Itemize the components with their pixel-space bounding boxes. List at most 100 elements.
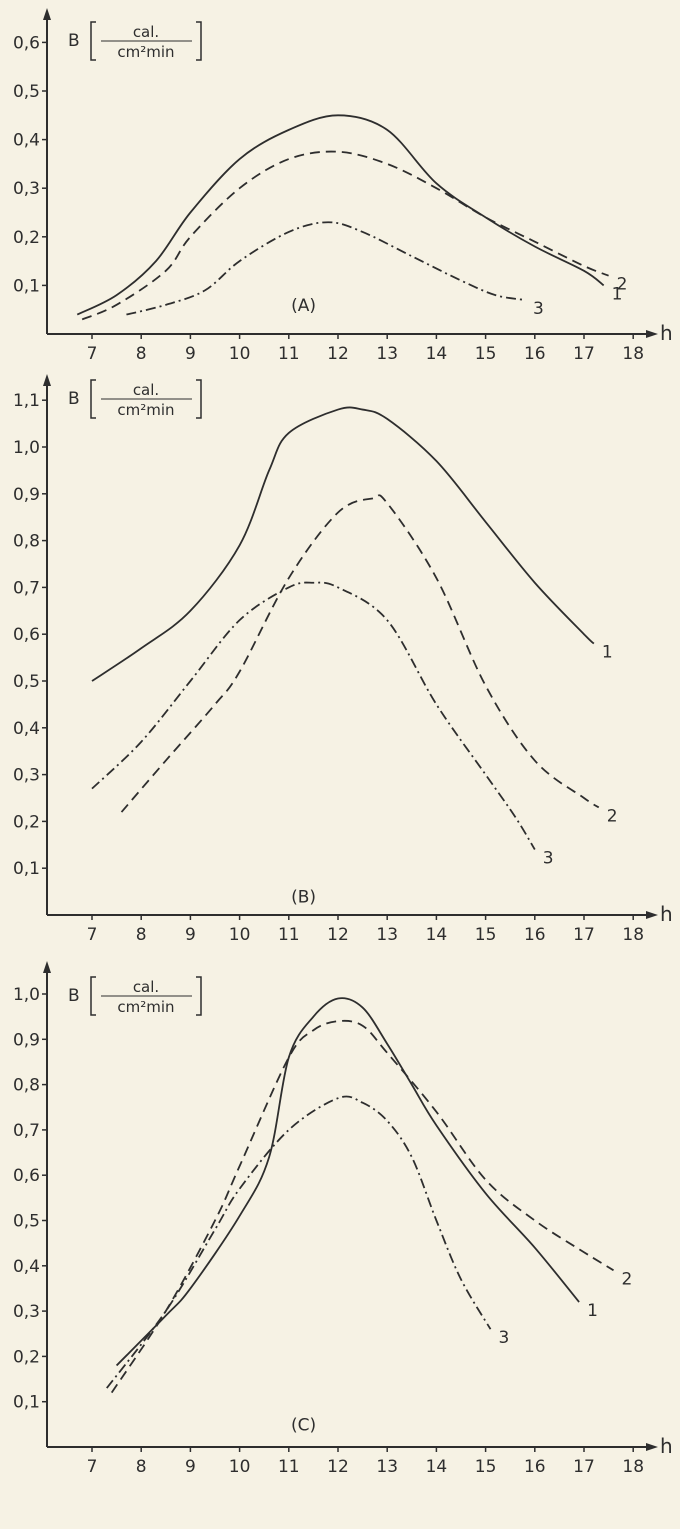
bracket-icon: [90, 379, 202, 419]
series-line-1: [115, 997, 580, 1367]
unit-numerator: cal.: [133, 23, 159, 41]
series-3: 3: [91, 581, 554, 868]
x-tick-label: 9: [185, 925, 196, 945]
series-line-1: [91, 406, 595, 682]
x-tick-label: 15: [475, 1457, 497, 1477]
x-tick-label: 14: [426, 344, 448, 364]
y-tick-label: 0,1: [13, 859, 40, 879]
y-tick-label: 1,0: [13, 438, 40, 458]
y-tick-label: 1,0: [13, 985, 40, 1005]
y-tick-label: 0,2: [13, 812, 40, 832]
x-tick-label: 10: [229, 344, 251, 364]
x-tick-label: 18: [622, 925, 644, 945]
series-line-2: [81, 150, 609, 321]
series-1: 1: [115, 997, 598, 1367]
y-tick-label: 0,6: [13, 33, 40, 53]
x-tick-label: 17: [573, 925, 595, 945]
series-3: 3: [106, 1095, 510, 1389]
x-tick-label: 13: [376, 925, 398, 945]
unit-denominator: cm²min: [117, 401, 174, 419]
series-label: 2: [607, 806, 618, 826]
y-tick-label: 0,5: [13, 1212, 40, 1232]
x-axis-arrow-icon: [646, 330, 658, 338]
x-tick-label: 7: [87, 1457, 98, 1477]
x-tick-label: 9: [185, 1457, 196, 1477]
x-axis-label: h: [660, 902, 673, 926]
x-tick-label: 14: [426, 925, 448, 945]
x-tick-label: 8: [136, 344, 147, 364]
x-tick-label: 16: [524, 1457, 546, 1477]
series-3: 3: [126, 221, 544, 319]
y-tick-label: 0,3: [13, 766, 40, 786]
x-tick-label: 11: [278, 1457, 300, 1477]
x-tick-label: 10: [229, 925, 251, 945]
x-axis-arrow-icon: [646, 911, 658, 919]
x-tick-label: 13: [376, 344, 398, 364]
y-tick-label: 0,1: [13, 276, 40, 296]
x-tick-label: 17: [573, 344, 595, 364]
y-axis-symbol: B: [68, 31, 80, 51]
y-tick-label: 0,6: [13, 625, 40, 645]
y-tick-label: 0,2: [13, 1347, 40, 1367]
series-2: 2: [81, 150, 628, 321]
series-label: 2: [617, 275, 628, 295]
series-2: 2: [110, 1019, 633, 1394]
series-line-3: [126, 221, 526, 316]
y-tick-label: 0,3: [13, 1302, 40, 1322]
y-tick-label: 1,1: [13, 391, 40, 411]
x-tick-label: 9: [185, 344, 196, 364]
series-label: 1: [612, 284, 623, 304]
x-tick-label: 18: [622, 344, 644, 364]
chart-panel-b: h7 8 9 10 11 12 13 14 15 16 17 180,10,20,30,40,50,6…: [13, 374, 673, 945]
y-tick-label: 0,2: [13, 228, 40, 248]
x-tick-label: 15: [475, 344, 497, 364]
series-1: 1: [76, 114, 623, 316]
y-tick-label: 0,9: [13, 485, 40, 505]
x-tick-label: 8: [136, 1457, 147, 1477]
series-label: 2: [622, 1269, 633, 1289]
x-tick-label: 12: [327, 1457, 349, 1477]
y-axis-arrow-icon: [43, 8, 51, 20]
x-tick-label: 15: [475, 925, 497, 945]
y-tick-label: 0,7: [13, 578, 40, 598]
y-tick-label: 0,7: [13, 1121, 40, 1141]
x-tick-label: 13: [376, 1457, 398, 1477]
panel-label: (A): [291, 296, 316, 316]
unit-numerator: cal.: [133, 978, 159, 996]
y-axis-symbol: B: [68, 986, 80, 1006]
x-tick-label: 16: [524, 344, 546, 364]
x-tick-label: 8: [136, 925, 147, 945]
x-tick-label: 7: [87, 925, 98, 945]
y-tick-label: 0,5: [13, 82, 40, 102]
y-tick-label: 0,4: [13, 719, 40, 739]
panel-label: (B): [291, 887, 316, 907]
y-axis-arrow-icon: [43, 961, 51, 973]
unit-denominator: cm²min: [117, 998, 174, 1016]
series-line-3: [91, 581, 536, 850]
y-tick-label: 0,4: [13, 131, 40, 151]
x-axis-label: h: [660, 1434, 673, 1458]
chart-panel-c: h7 8 9 10 11 12 13 14 15 16 17 180,10,20,30,40,50,6…: [13, 961, 673, 1477]
x-tick-label: 7: [87, 344, 98, 364]
unit-denominator: cm²min: [117, 43, 174, 61]
x-tick-label: 11: [278, 344, 300, 364]
y-axis-arrow-icon: [43, 374, 51, 386]
y-tick-label: 0,9: [13, 1030, 40, 1050]
y-tick-label: 0,6: [13, 1166, 40, 1186]
x-tick-label: 14: [426, 1457, 448, 1477]
series-label: 3: [499, 1328, 510, 1348]
series-label: 3: [533, 299, 544, 319]
x-axis-label: h: [660, 321, 673, 345]
panel-label: (C): [291, 1415, 316, 1435]
y-tick-label: 0,1: [13, 1393, 40, 1413]
series-line-1: [76, 114, 605, 316]
x-tick-label: 18: [622, 1457, 644, 1477]
bracket-icon: [90, 976, 202, 1016]
unit-numerator: cal.: [133, 381, 159, 399]
x-tick-label: 16: [524, 925, 546, 945]
series-line-2: [110, 1019, 614, 1394]
y-tick-label: 0,5: [13, 672, 40, 692]
y-axis-symbol: B: [68, 389, 80, 409]
y-tick-label: 0,3: [13, 179, 40, 199]
